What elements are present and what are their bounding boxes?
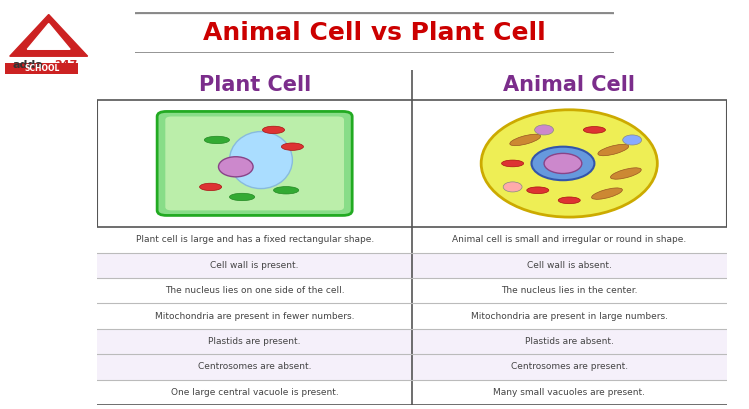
Text: Mitochondria are present in fewer numbers.: Mitochondria are present in fewer number…	[155, 312, 354, 321]
Ellipse shape	[199, 183, 222, 191]
Ellipse shape	[592, 188, 622, 199]
Ellipse shape	[502, 160, 524, 167]
Text: Cell wall is present.: Cell wall is present.	[210, 261, 299, 270]
Polygon shape	[27, 24, 70, 49]
Text: Many small vacuoles are present.: Many small vacuoles are present.	[494, 388, 645, 397]
Text: Centrosomes are absent.: Centrosomes are absent.	[198, 362, 312, 371]
Ellipse shape	[282, 143, 303, 151]
Ellipse shape	[527, 187, 549, 193]
Text: Animal cell is small and irregular or round in shape.: Animal cell is small and irregular or ro…	[452, 235, 686, 244]
Ellipse shape	[510, 134, 541, 146]
Bar	[412, 380, 727, 405]
Bar	[412, 70, 727, 100]
Ellipse shape	[622, 135, 642, 145]
Bar	[412, 278, 727, 303]
Ellipse shape	[558, 197, 580, 204]
Bar	[97, 252, 412, 278]
Bar	[5, 63, 78, 74]
Bar	[412, 329, 727, 354]
Ellipse shape	[204, 136, 229, 144]
Ellipse shape	[229, 132, 292, 189]
Text: adda: adda	[13, 60, 43, 70]
Bar	[97, 329, 412, 354]
Bar	[97, 354, 412, 380]
Ellipse shape	[273, 187, 299, 194]
Text: The nucleus lies in the center.: The nucleus lies in the center.	[501, 286, 637, 295]
Bar	[97, 70, 412, 100]
Ellipse shape	[262, 126, 285, 134]
Text: Centrosomes are present.: Centrosomes are present.	[511, 362, 628, 371]
Text: SCHOOL: SCHOOL	[24, 64, 60, 73]
Ellipse shape	[481, 110, 658, 217]
Ellipse shape	[610, 168, 641, 179]
Ellipse shape	[532, 147, 595, 180]
Bar	[412, 252, 727, 278]
Text: Animal Cell vs Plant Cell: Animal Cell vs Plant Cell	[203, 21, 546, 45]
Ellipse shape	[503, 182, 522, 192]
Bar	[412, 303, 727, 329]
Bar	[412, 354, 727, 380]
Ellipse shape	[544, 153, 582, 173]
Ellipse shape	[583, 126, 605, 133]
Text: Cell wall is absent.: Cell wall is absent.	[527, 261, 612, 270]
Bar	[97, 303, 412, 329]
Text: Plastids are present.: Plastids are present.	[208, 337, 301, 346]
Bar	[97, 278, 412, 303]
Text: Mitochondria are present in large numbers.: Mitochondria are present in large number…	[470, 312, 668, 321]
Ellipse shape	[598, 144, 628, 156]
FancyBboxPatch shape	[115, 13, 634, 53]
Bar	[412, 227, 727, 252]
Polygon shape	[10, 15, 88, 56]
Text: Plastids are absent.: Plastids are absent.	[525, 337, 613, 346]
Text: Plant cell is large and has a fixed rectangular shape.: Plant cell is large and has a fixed rect…	[136, 235, 374, 244]
Text: 247: 247	[55, 60, 78, 70]
Bar	[97, 380, 412, 405]
Ellipse shape	[219, 157, 253, 177]
FancyBboxPatch shape	[157, 112, 352, 216]
Text: The nucleus lies on one side of the cell.: The nucleus lies on one side of the cell…	[165, 286, 345, 295]
Text: Plant Cell: Plant Cell	[198, 74, 311, 94]
Text: One large central vacuole is present.: One large central vacuole is present.	[171, 388, 339, 397]
Ellipse shape	[535, 125, 554, 135]
Bar	[97, 227, 412, 252]
FancyBboxPatch shape	[166, 117, 344, 210]
Ellipse shape	[229, 193, 255, 201]
Text: Animal Cell: Animal Cell	[503, 74, 635, 94]
